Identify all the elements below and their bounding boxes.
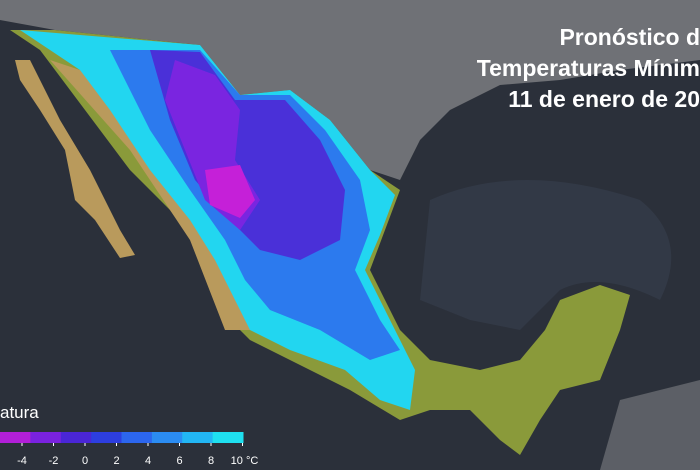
- color-swatch: [30, 432, 62, 443]
- color-swatch: [60, 432, 92, 443]
- legend-tick-label: -2: [49, 455, 59, 467]
- color-swatch: [212, 432, 244, 443]
- legend-tick-label: 2: [113, 455, 119, 467]
- baja-california: [15, 60, 135, 258]
- legend-title: atura: [0, 403, 39, 422]
- northern-land: [0, 0, 700, 180]
- legend-tick-label: 8: [208, 455, 214, 467]
- color-swatch: [182, 432, 214, 443]
- central-america: [600, 380, 700, 470]
- legend-tick-label: 10 °C: [231, 455, 259, 467]
- legend-tick-label: 4: [145, 455, 151, 467]
- legend-tick-label: -4: [17, 455, 27, 467]
- gulf: [420, 180, 672, 330]
- color-swatch: [0, 432, 31, 443]
- legend-tick-label: 0: [82, 455, 88, 467]
- title-line: Pronóstico d: [559, 24, 700, 50]
- color-swatch: [91, 432, 122, 443]
- temp-magenta: [205, 165, 255, 218]
- title-line: 11 de enero de 20: [508, 86, 700, 112]
- sierra-madre: [50, 60, 260, 330]
- title-line: Temperaturas Mínim: [477, 55, 700, 81]
- legend-tick-label: 6: [176, 455, 182, 467]
- color-swatch: [151, 432, 183, 443]
- color-swatch: [121, 432, 153, 443]
- legend: -4 -2 0 2 4 6 8 10 °C: [0, 432, 258, 467]
